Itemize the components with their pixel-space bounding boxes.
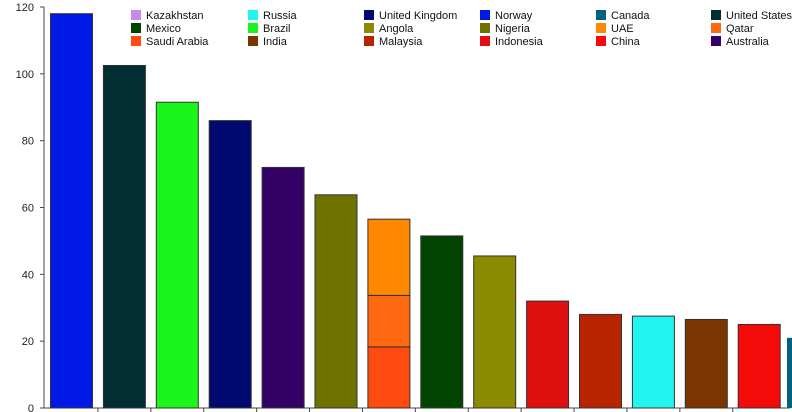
- legend-label: India: [263, 36, 288, 48]
- y-tick-label: 80: [22, 136, 34, 148]
- bar-indonesia: [526, 300, 570, 409]
- legend-label: Kazakhstan: [146, 10, 203, 22]
- legend-label: Indonesia: [495, 36, 544, 48]
- bar-russia: [631, 315, 675, 409]
- bars: [50, 13, 792, 409]
- legend-swatch-indonesia: [480, 36, 490, 46]
- bar-nigeria: [314, 194, 358, 409]
- legend-label: Australia: [726, 36, 770, 48]
- bar-angola: [473, 255, 517, 409]
- legend-swatch-mexico: [131, 23, 141, 33]
- legend-swatch-angola: [364, 23, 374, 33]
- y-tick-label: 40: [22, 269, 34, 281]
- legend-swatch-australia: [711, 36, 721, 46]
- bar-saudi-arabia: [367, 346, 411, 409]
- bar-brazil: [155, 101, 199, 409]
- legend-swatch-russia: [248, 10, 258, 20]
- legend-label: Mexico: [146, 23, 181, 35]
- legend-label: Russia: [263, 10, 298, 22]
- bar-india: [684, 318, 728, 409]
- y-tick-label: 60: [22, 203, 34, 215]
- legend-label: UAE: [611, 23, 634, 35]
- legend-label: Norway: [495, 10, 533, 22]
- y-tick-label: 100: [16, 69, 34, 81]
- legend-swatch-nigeria: [480, 23, 490, 33]
- y-axis: 0 20 40 60 80 100 120: [16, 2, 45, 412]
- legend-label: Nigeria: [495, 23, 531, 35]
- bar-qatar: [367, 294, 411, 348]
- legend-label: Qatar: [726, 23, 754, 35]
- legend-swatch-united-kingdom: [364, 10, 374, 20]
- bar-malaysia: [579, 313, 622, 409]
- legend-swatch-brazil: [248, 23, 258, 33]
- bar-canada: [787, 337, 792, 408]
- bar-uae: [367, 218, 411, 296]
- bar-united-kingdom: [208, 120, 252, 409]
- y-tick-label: 120: [16, 2, 34, 14]
- legend-label: Malaysia: [379, 36, 423, 48]
- legend-swatch-uae: [596, 23, 606, 33]
- bar-australia: [261, 166, 305, 409]
- bar-norway: [50, 13, 93, 409]
- legend-label: China: [611, 36, 641, 48]
- legend-swatch-canada: [596, 10, 606, 20]
- bar-mexico: [420, 235, 464, 409]
- legend-label: Saudi Arabia: [146, 36, 209, 48]
- bar-china: [737, 323, 781, 409]
- legend-label: Canada: [611, 10, 650, 22]
- legend-label: Brazil: [263, 23, 291, 35]
- x-axis: [44, 407, 790, 412]
- legend-swatch-qatar: [711, 23, 721, 33]
- y-tick-label: 20: [22, 336, 34, 348]
- legend-swatch-china: [596, 36, 606, 46]
- legend-label: United States: [726, 10, 792, 22]
- legend: Kazakhstan Russia United Kingdom Norway Cana…: [131, 10, 792, 48]
- legend-label: Angola: [379, 23, 414, 35]
- legend-swatch-kazakhstan: [131, 10, 141, 20]
- bar-united-states: [102, 64, 146, 409]
- legend-label: United Kingdom: [379, 10, 457, 22]
- y-tick-label: 0: [28, 403, 34, 412]
- legend-swatch-india: [248, 36, 258, 46]
- legend-swatch-saudi-arabia: [131, 36, 141, 46]
- legend-swatch-malaysia: [364, 36, 374, 46]
- legend-swatch-united-states: [711, 10, 721, 20]
- legend-swatch-norway: [480, 10, 490, 20]
